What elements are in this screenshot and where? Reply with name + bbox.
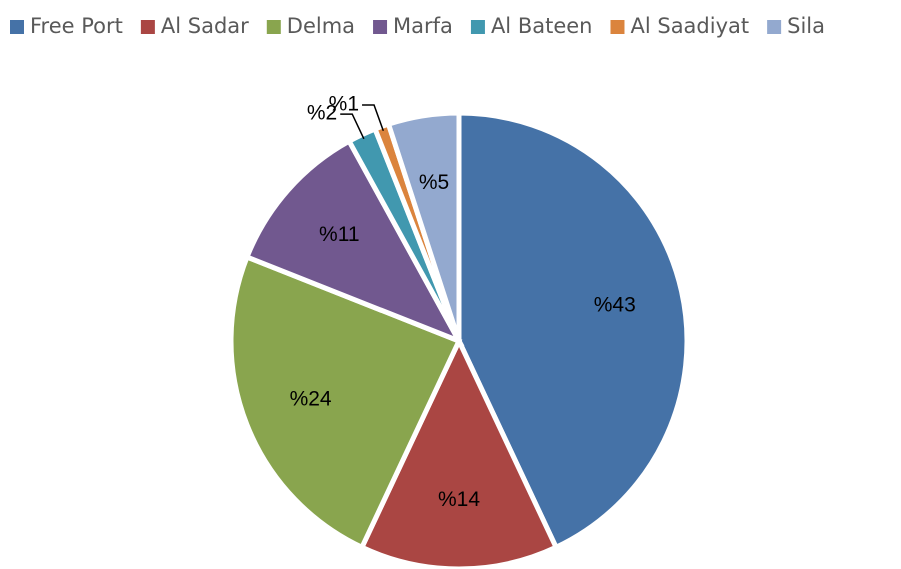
pie-slice [243,137,465,346]
slice-label: %14 [438,488,480,511]
pie-slice [228,253,463,551]
legend-label: Al Bateen [491,14,593,38]
legend-label: Sila [787,14,825,38]
legend-label: Marfa [393,14,453,38]
leader-line [340,113,365,140]
legend-swatch [266,20,281,34]
slice-label: %1 [329,93,359,116]
slice-label: %43 [594,294,636,317]
slice-label: %24 [290,387,332,410]
slice-label: %2 [307,102,337,125]
legend-label: Free Port [30,14,123,38]
slice-label: %11 [319,223,359,246]
legend-swatch [373,20,388,34]
legend-swatch [767,20,782,34]
leader-line [362,104,385,132]
pie-slice [385,110,462,342]
legend-swatch [140,20,155,34]
legend-swatch [10,20,24,34]
pie-slice [358,335,560,569]
legend-label: Al Sadar [161,14,249,38]
legend-label: Al Saadiyat [630,14,749,38]
legend-swatch [610,20,625,34]
slice-label: %5 [419,171,449,194]
legend-swatch [470,20,485,34]
pie-slice [456,110,690,551]
legend-label: Delma [287,14,355,38]
